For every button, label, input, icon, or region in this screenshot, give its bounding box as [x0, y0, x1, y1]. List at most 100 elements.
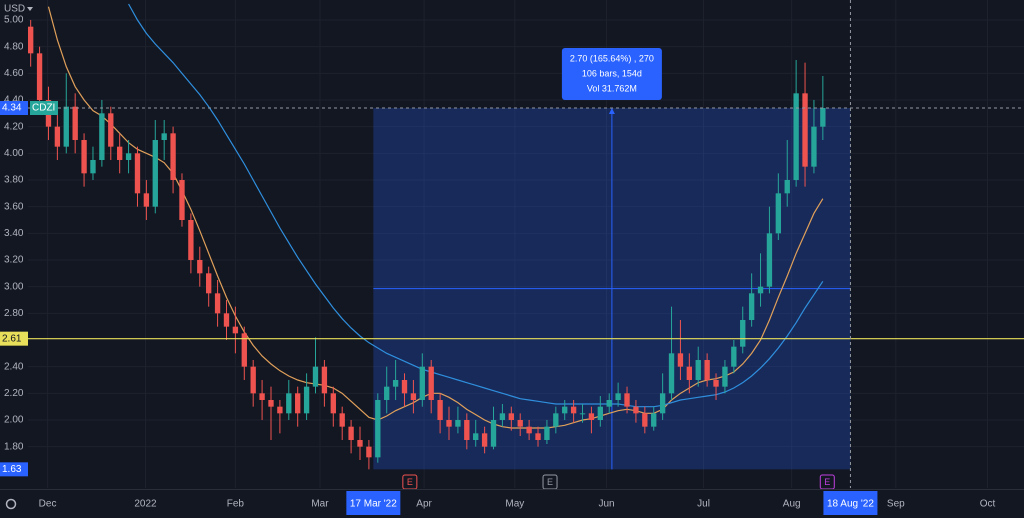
candle-body — [143, 193, 150, 207]
candle-body — [606, 400, 612, 407]
moving-averages — [47, 3, 824, 429]
candle-body — [161, 133, 167, 140]
candle-body — [579, 413, 586, 415]
x-tick-label: 2022 — [134, 499, 157, 510]
y-tick-label: 4.40 — [4, 95, 24, 106]
candle-body — [259, 393, 265, 400]
candle-body — [348, 426, 354, 440]
candle-body — [72, 106, 78, 140]
candle-body — [659, 393, 666, 414]
candle-body — [757, 286, 764, 294]
candle-body — [642, 413, 648, 427]
candle-body — [624, 393, 630, 407]
candle-body — [677, 353, 684, 367]
candle-body — [286, 393, 292, 414]
candle-body — [802, 93, 808, 167]
last-price-tag: 4.34 — [2, 103, 22, 114]
candle-body — [722, 366, 728, 387]
y-tick-label: 3.80 — [4, 175, 24, 186]
x-tick-label: Feb — [227, 499, 245, 510]
candle-body — [570, 406, 577, 414]
measure-tooltip-text: Vol 31.762M — [587, 83, 637, 93]
candle-body — [90, 160, 96, 174]
x-tick-label: Dec — [39, 499, 57, 510]
candle-body — [686, 366, 692, 380]
candle-body — [437, 400, 443, 420]
candle-body — [117, 146, 123, 160]
x-tick-label: Sep — [887, 499, 905, 510]
candle-body — [197, 260, 203, 274]
x-tick-label: Jul — [697, 499, 710, 510]
x-tick-label: May — [505, 499, 524, 510]
candle-body — [134, 153, 141, 194]
candle-body — [214, 293, 221, 314]
candle-body — [28, 26, 34, 54]
symbol-tag: CDZI — [32, 103, 55, 114]
y-tick-label: 3.60 — [4, 201, 24, 212]
candle-body — [241, 333, 247, 367]
candle-body — [268, 400, 274, 407]
candle-body — [446, 420, 452, 427]
candle-body — [428, 366, 434, 400]
y-tick-label: 4.00 — [4, 148, 24, 159]
candle-body — [499, 413, 506, 420]
candle-body — [633, 406, 639, 414]
grid — [28, 0, 1024, 488]
candle-body — [651, 413, 657, 427]
candle-body — [125, 153, 132, 160]
candle-body — [793, 93, 799, 180]
currency-dropdown-icon[interactable] — [27, 7, 33, 11]
candle-body — [295, 393, 301, 414]
y-tick-label: 3.00 — [4, 281, 24, 292]
candle-body — [695, 360, 701, 380]
candle-body — [490, 420, 497, 447]
x-tick-label: Jun — [598, 499, 614, 510]
y-tick-label: 2.00 — [4, 415, 24, 426]
currency-label[interactable]: USD — [4, 4, 25, 15]
y-tick-label: 2.40 — [4, 361, 24, 372]
candle-body — [811, 126, 817, 167]
candle-body — [526, 426, 532, 434]
candle-body — [410, 393, 417, 400]
candle-body — [206, 273, 212, 294]
candle-body — [384, 386, 390, 400]
candle-body — [588, 413, 595, 420]
candle-body — [303, 386, 310, 414]
y-tick-label: 1.80 — [4, 441, 24, 452]
candle-body — [731, 346, 737, 367]
candle-body — [481, 433, 488, 447]
y-tick-label: 4.80 — [4, 41, 24, 52]
candle-body — [615, 393, 621, 400]
candle-body — [748, 293, 755, 320]
candle-body — [766, 233, 773, 287]
candle-body — [419, 366, 425, 400]
candle-body — [820, 108, 826, 127]
candle-body — [54, 126, 61, 147]
candle-body — [232, 326, 239, 334]
x-tick-label: Apr — [416, 499, 432, 510]
candle-body — [188, 220, 194, 260]
candle-body — [704, 360, 710, 380]
moving-average-line — [128, 3, 824, 408]
candle-body — [366, 446, 372, 458]
y-tick-label: 3.20 — [4, 255, 24, 266]
candle-body — [375, 400, 381, 458]
candle-body — [562, 406, 568, 414]
candle-body — [775, 193, 782, 234]
candle-body — [250, 366, 256, 394]
candle-body — [455, 420, 461, 427]
y-tick-label: 2.20 — [4, 388, 24, 399]
measure-low-tag: 1.63 — [2, 464, 22, 475]
event-label: E — [407, 477, 413, 487]
candle-body — [473, 433, 479, 440]
event-label: E — [547, 477, 553, 487]
level-price-tag-bg — [0, 331, 28, 346]
last-price-tag-bg — [0, 101, 28, 115]
measure-start-date-bg — [346, 491, 401, 515]
candle-body — [517, 420, 523, 427]
symbol-tag-bg — [30, 101, 58, 115]
settings-icon[interactable] — [5, 498, 17, 510]
overlay: E E E 2.70 (165.64%) , 270 106 bars, 154d Vol… — [28, 0, 1024, 490]
measure-area — [373, 108, 851, 470]
